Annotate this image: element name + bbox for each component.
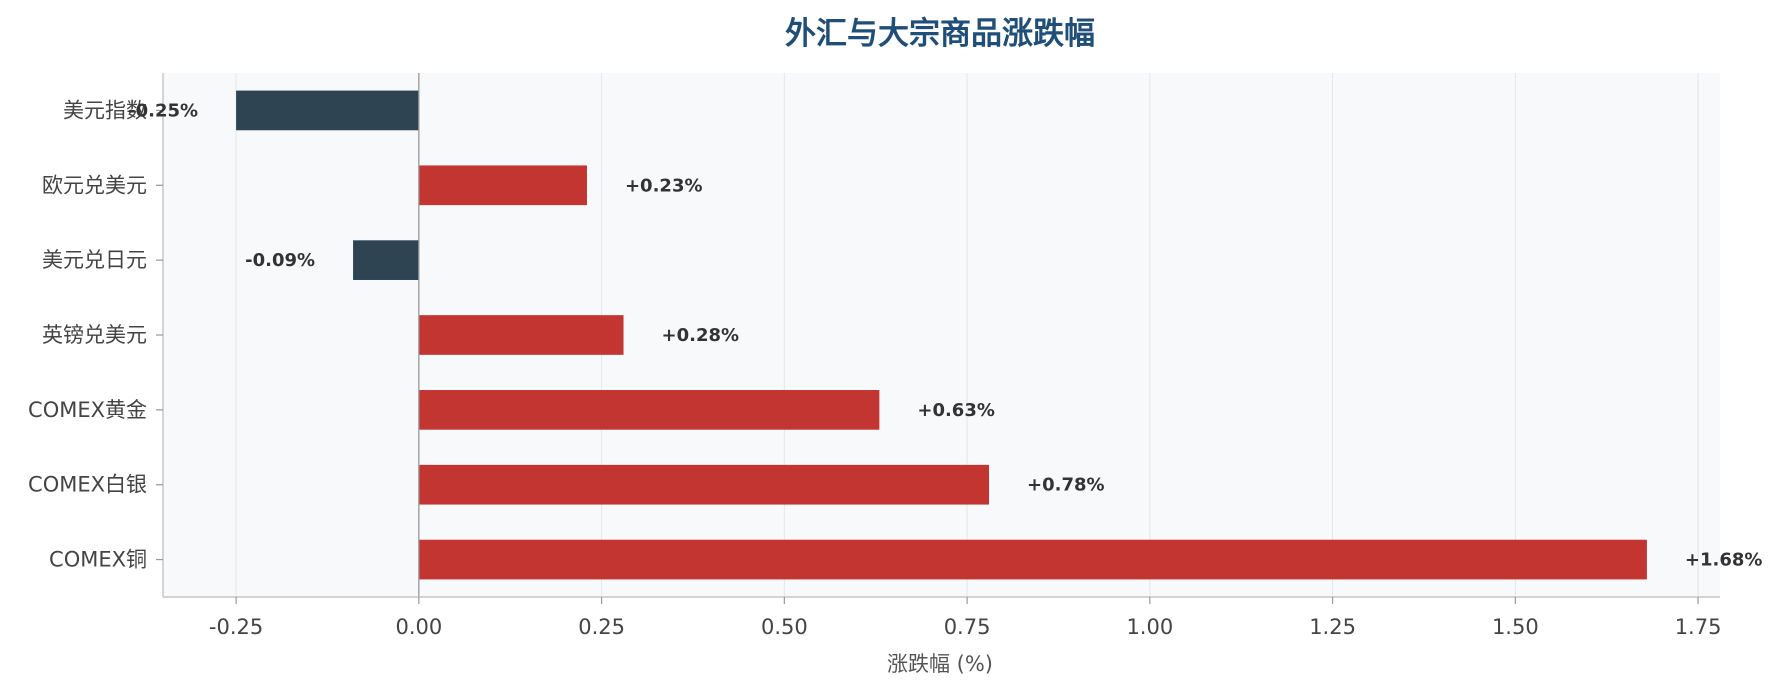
x-tick-label: 0.00 [395, 615, 442, 639]
data-labels: -0.25% +0.23% -0.09% +0.28% +0.63% +0.78% +1.6… [128, 100, 1762, 570]
x-tick-label: 1.75 [1675, 615, 1722, 639]
bar [418, 165, 587, 206]
y-tick-label: COMEX白银 [28, 473, 147, 497]
y-tick-label: COMEX铜 [49, 548, 147, 572]
data-label: -0.25% [128, 100, 198, 121]
data-label: +0.28% [662, 325, 740, 346]
bar [236, 90, 419, 131]
x-tick-label: 1.25 [1309, 615, 1356, 639]
data-label: +1.68% [1685, 550, 1763, 571]
x-tick-label: 0.25 [578, 615, 625, 639]
bar [353, 240, 419, 280]
bar [418, 464, 990, 505]
data-label: +0.78% [1027, 475, 1105, 496]
bar [418, 315, 624, 355]
y-tick-label: COMEX黄金 [28, 398, 147, 422]
y-tick-label: 欧元兑美元 [42, 173, 147, 197]
x-tick-label: 0.75 [944, 615, 991, 639]
plot-background [163, 73, 1720, 597]
bars [236, 90, 1647, 580]
bar [418, 539, 1647, 580]
x-tick-label: 1.00 [1126, 615, 1173, 639]
bar [418, 390, 880, 430]
data-label: +0.63% [917, 400, 995, 421]
data-label: -0.09% [245, 250, 315, 271]
x-axis-ticks: -0.25 0.00 0.25 0.50 0.75 1.00 1.25 1.50 1.75 [209, 597, 1722, 639]
chart-title: 外汇与大宗商品涨跌幅 [785, 16, 1095, 52]
y-tick-label: 美元指数 [63, 98, 147, 122]
x-axis-label: 涨跌幅 (%) [887, 652, 993, 676]
data-label: +0.23% [625, 175, 703, 196]
y-tick-label: 美元兑日元 [42, 248, 147, 272]
x-tick-label: 1.50 [1492, 615, 1539, 639]
x-tick-label: 0.50 [761, 615, 808, 639]
x-tick-label: -0.25 [209, 615, 263, 639]
y-tick-label: 英镑兑美元 [42, 323, 147, 347]
